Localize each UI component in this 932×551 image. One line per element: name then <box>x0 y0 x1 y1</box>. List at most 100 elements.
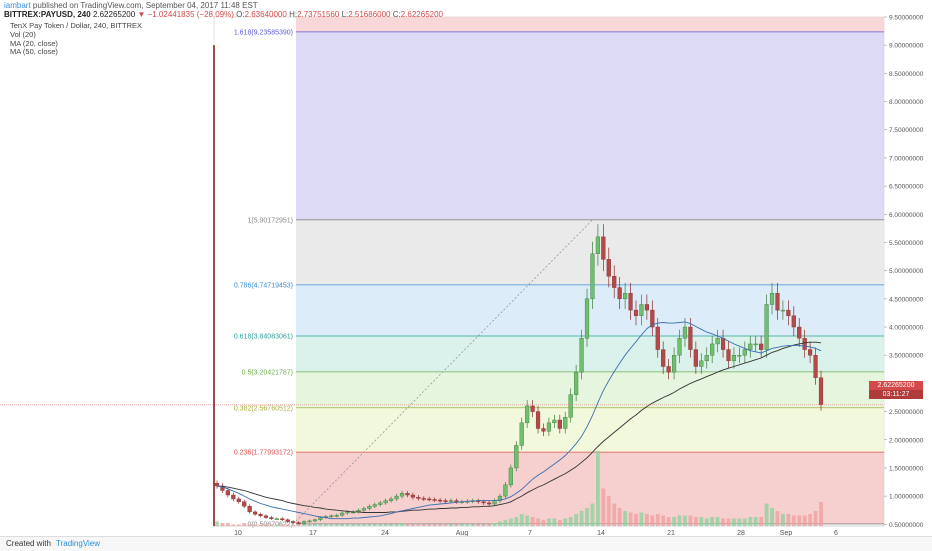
candle-body <box>775 293 780 311</box>
candle-body <box>557 419 562 429</box>
author-name[interactable]: iambart <box>4 1 31 10</box>
volume-bar <box>334 524 339 526</box>
volume-bar <box>677 515 682 526</box>
fib-label-0.5: 0.5(3.20421787) <box>242 369 293 376</box>
volume-bar <box>574 514 579 526</box>
fib-label-1.618: 1.618(9.23585390) <box>234 29 293 36</box>
volume-bar <box>340 524 345 526</box>
volume-bar <box>492 523 497 526</box>
volume-bar <box>699 517 704 526</box>
volume-bar <box>318 524 323 526</box>
x-tick-label: 10 <box>234 530 242 537</box>
candle-body <box>361 508 367 511</box>
legend-ma20[interactable]: MA (20, close) <box>10 38 58 48</box>
symbol-info: BITTREX:PAYUSD, 240 2.62265200 ▼ −1.0244… <box>4 10 443 19</box>
x-tick-label: 28 <box>737 530 745 537</box>
candle-body <box>682 326 688 339</box>
x-tick-label: 21 <box>667 530 675 537</box>
fib-zone-1 <box>296 31 884 220</box>
candle-body <box>606 259 611 277</box>
legend-title[interactable]: TenX Pay Token / Dollar, 240, BITTREX <box>10 21 143 30</box>
fib-label-0.236: 0.236(1.77993172) <box>234 450 293 457</box>
candle-body <box>710 343 715 356</box>
volume-bar <box>296 524 301 526</box>
candle-body <box>394 495 399 500</box>
volume-bar <box>378 524 383 526</box>
y-tick-label: 3.50000000 <box>889 353 924 360</box>
candle-body <box>535 411 541 429</box>
volume-bar <box>236 524 241 526</box>
candle-body <box>454 500 459 502</box>
candle-body <box>563 417 568 429</box>
volume-bar <box>421 524 426 526</box>
candle-body <box>590 253 595 300</box>
tradingview-logo[interactable]: TradingView <box>56 539 101 548</box>
volume-bar <box>693 517 698 526</box>
candle-body <box>378 502 383 505</box>
volume-bar <box>481 524 486 526</box>
candle-body <box>546 422 552 432</box>
y-tick-label: 9.00000000 <box>889 43 924 50</box>
candle-body <box>579 338 584 373</box>
volume-bar <box>666 517 671 526</box>
close-value: 2.62265200 <box>400 10 443 19</box>
volume-bar <box>557 520 562 526</box>
volume-bar <box>786 514 791 526</box>
candle-body <box>612 276 617 288</box>
volume-bar <box>280 524 285 526</box>
candle-body <box>666 366 671 373</box>
volume-bar <box>683 515 687 526</box>
candle-body <box>389 498 394 501</box>
volume-bar <box>732 518 736 526</box>
candle-body <box>438 499 443 502</box>
legend-volume[interactable]: Vol (20) <box>10 29 36 39</box>
x-tick-label: 17 <box>309 530 317 537</box>
candle-body <box>285 519 290 522</box>
volume-bar <box>367 524 372 526</box>
y-tick-label: 4.00000000 <box>889 325 924 332</box>
volume-bar <box>748 517 753 526</box>
symbol-name[interactable]: BITTREX:PAYUSD, 240 <box>4 10 91 19</box>
candle-body <box>312 519 318 522</box>
candle-body <box>236 498 241 502</box>
volume-bar <box>644 514 649 526</box>
candle-body <box>639 304 644 316</box>
volume-bar <box>503 520 508 526</box>
legend-ma50[interactable]: MA (50, close) <box>10 47 58 57</box>
candle-body <box>797 326 802 339</box>
candle-body <box>269 517 274 519</box>
candle-body <box>242 501 247 507</box>
candle-body <box>601 236 606 260</box>
y-tick-label: 0.50000000 <box>889 522 924 529</box>
volume-bar <box>215 521 219 526</box>
candle-body <box>552 419 557 424</box>
volume-bar <box>525 515 530 526</box>
candle-body <box>318 517 323 520</box>
volume-bar <box>791 515 796 526</box>
candle-body <box>291 521 296 523</box>
candle-body <box>481 501 486 504</box>
y-tick-label: 5.00000000 <box>889 268 924 275</box>
volume-bar <box>405 524 410 526</box>
volume-bar <box>590 503 595 526</box>
candle-body <box>214 483 220 487</box>
high-value: 2.73751560 <box>297 10 340 19</box>
volume-bar <box>411 524 415 526</box>
volume-bar <box>661 515 666 526</box>
volume-bar <box>274 524 279 526</box>
volume-bar <box>285 524 290 526</box>
volume-bar <box>514 517 519 526</box>
y-tick-label: 8.50000000 <box>889 71 924 78</box>
volume-bar <box>242 523 247 526</box>
volume-bar <box>459 524 464 526</box>
ma20-line <box>216 321 822 520</box>
candle-body <box>399 493 405 497</box>
volume-bar <box>427 524 432 526</box>
last-price: 2.62265200 <box>92 10 136 19</box>
candle-body <box>329 515 334 518</box>
volume-bar <box>307 524 312 526</box>
volume-bar <box>541 520 546 526</box>
candle-body <box>791 315 796 328</box>
candle-body <box>410 494 415 498</box>
